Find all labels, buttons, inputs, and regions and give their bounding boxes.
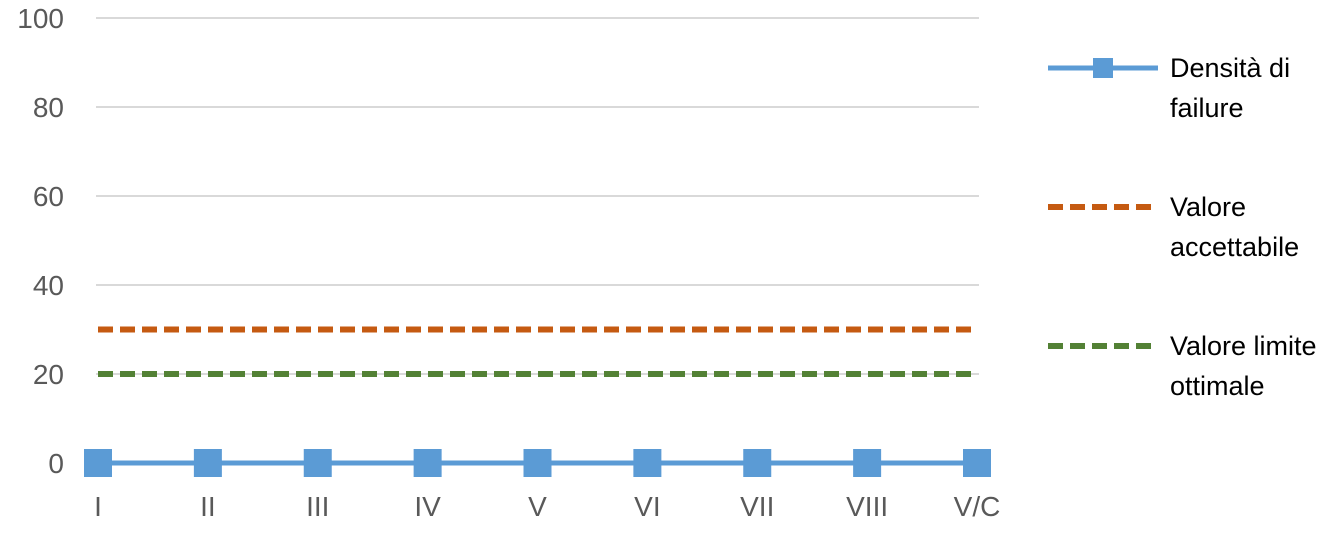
y-tick-label: 40 <box>33 270 64 301</box>
y-tick-label: 20 <box>33 359 64 390</box>
legend-item-densita-di-failure: Densità di failure <box>1048 48 1336 158</box>
x-tick-label: VIII <box>846 491 888 522</box>
legend-swatch-dashed-green <box>1048 343 1158 349</box>
data-point-marker <box>633 449 662 477</box>
x-tick-label: V/C <box>954 491 1001 522</box>
legend-label: Densità di failure <box>1170 53 1291 123</box>
x-tick-label: I <box>94 491 102 522</box>
gridlines <box>96 17 979 464</box>
y-tick-label: 80 <box>33 92 64 123</box>
legend-label: Valore accettabile <box>1170 192 1300 262</box>
x-tick-label: III <box>306 491 329 522</box>
x-axis-tick-labels: I II III IV V VI VII VIII V/C <box>94 491 1000 522</box>
y-tick-label: 0 <box>48 448 64 479</box>
data-point-marker <box>193 449 222 477</box>
y-tick-label: 100 <box>17 3 64 34</box>
y-axis-tick-labels: 0 20 40 60 80 100 <box>17 3 64 479</box>
x-tick-label: V <box>528 491 547 522</box>
legend-label: Valore limite ottimale <box>1170 331 1317 401</box>
data-point-marker <box>523 449 552 477</box>
data-point-marker <box>743 449 772 477</box>
legend-swatch-dashed-orange <box>1048 204 1158 210</box>
data-point-marker <box>853 449 882 477</box>
x-tick-label: IV <box>414 491 441 522</box>
y-tick-label: 60 <box>33 181 64 212</box>
legend-swatch-solid-square <box>1048 58 1158 78</box>
x-tick-label: VI <box>634 491 660 522</box>
x-tick-label: VII <box>740 491 774 522</box>
data-point-marker <box>963 449 991 477</box>
x-tick-label: II <box>200 491 216 522</box>
legend-item-valore-limite-ottimale: Valore limite ottimale <box>1048 326 1336 436</box>
data-point-marker <box>84 449 112 477</box>
series-lines <box>84 326 991 477</box>
data-point-marker <box>413 449 442 477</box>
legend-item-valore-accettabile: Valore accettabile <box>1048 187 1336 297</box>
data-point-marker <box>303 449 332 477</box>
